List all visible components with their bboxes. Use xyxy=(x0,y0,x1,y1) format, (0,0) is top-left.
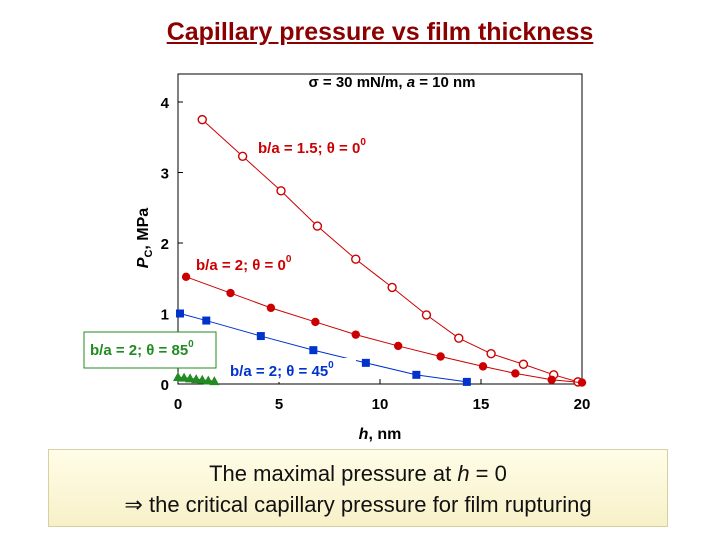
y-tick-label: 3 xyxy=(161,166,169,183)
series-label-1: b/a = 2; θ = 00 xyxy=(192,250,312,274)
svg-text:b/a = 2; θ = 850: b/a = 2; θ = 850 xyxy=(90,339,194,359)
data-point xyxy=(197,114,207,125)
data-point xyxy=(387,282,397,293)
x-axis-label: h, nm xyxy=(359,426,402,443)
x-tick-label: 5 xyxy=(275,396,283,413)
data-point xyxy=(351,330,360,339)
data-point xyxy=(256,332,265,341)
data-point xyxy=(518,359,529,369)
svg-text:b/a = 2; θ = 450: b/a = 2; θ = 450 xyxy=(230,360,334,380)
data-point xyxy=(173,371,183,381)
chart-subtitle: σ = 30 mN/m, a = 10 nm xyxy=(308,74,475,91)
data-point xyxy=(202,316,211,325)
data-point xyxy=(421,310,432,320)
data-point xyxy=(209,376,220,386)
y-tick-label: 1 xyxy=(161,307,169,324)
svg-text:b/a = 1.5; θ = 00: b/a = 1.5; θ = 00 xyxy=(258,137,366,157)
conclusion-line-1: The maximal pressure at h = 0 xyxy=(209,461,507,486)
series-3 xyxy=(173,371,220,386)
sigma-symbol: σ xyxy=(308,74,318,91)
data-point xyxy=(361,358,370,367)
subtitle-a: a xyxy=(407,74,415,91)
data-point xyxy=(226,288,235,298)
data-point xyxy=(351,254,361,264)
data-point xyxy=(203,375,214,385)
data-point xyxy=(185,373,196,383)
data-point xyxy=(462,377,471,386)
data-point xyxy=(311,317,320,327)
data-point xyxy=(197,374,208,384)
series-label-3: b/a = 2; θ = 850 xyxy=(83,331,217,369)
data-point xyxy=(577,378,587,387)
data-point xyxy=(191,374,202,384)
data-point xyxy=(412,370,421,379)
data-point xyxy=(312,221,323,231)
subtitle-part: = 10 nm xyxy=(415,74,475,91)
data-point xyxy=(511,369,520,378)
y-axis-label: PC, MPa xyxy=(135,208,155,269)
data-point xyxy=(237,151,248,161)
y-tick-label: 4 xyxy=(161,95,170,112)
implies-icon: ⇒ xyxy=(124,493,143,518)
conclusion-box: The maximal pressure at h = 0 ⇒ the crit… xyxy=(48,449,668,527)
data-point xyxy=(266,303,276,313)
series-label-2: b/a = 2; θ = 450 xyxy=(226,358,356,382)
data-point xyxy=(547,375,556,384)
data-point xyxy=(179,372,190,382)
y-tick-label: 2 xyxy=(161,236,169,253)
conclusion-line-2: ⇒ the critical capillary pressure for fi… xyxy=(124,492,592,518)
y-tick-label: 0 xyxy=(161,377,169,394)
series-line xyxy=(201,119,579,383)
subtitle-part: = 30 mN/m, xyxy=(319,74,407,91)
data-point xyxy=(276,186,286,196)
plot-frame xyxy=(177,73,583,385)
data-point xyxy=(176,309,185,318)
x-tick-label: 15 xyxy=(473,396,490,413)
data-point xyxy=(309,346,318,355)
data-point xyxy=(454,333,464,343)
data-point xyxy=(393,341,403,351)
svg-text:b/a = 2; θ = 00: b/a = 2; θ = 00 xyxy=(196,254,292,274)
series-label-0: b/a = 1.5; θ = 00 xyxy=(254,134,388,158)
x-tick-label: 10 xyxy=(372,396,389,413)
slide-title: Capillary pressure vs film thickness xyxy=(166,18,594,46)
series-1 xyxy=(181,272,587,387)
x-tick-label: 0 xyxy=(174,396,182,413)
series-2 xyxy=(176,309,471,386)
series-0 xyxy=(197,114,583,387)
data-point xyxy=(478,362,488,371)
series-layer xyxy=(173,114,587,387)
x-tick-label: 20 xyxy=(574,396,591,413)
data-point xyxy=(486,348,496,359)
data-point xyxy=(181,272,191,282)
data-point xyxy=(436,352,445,361)
